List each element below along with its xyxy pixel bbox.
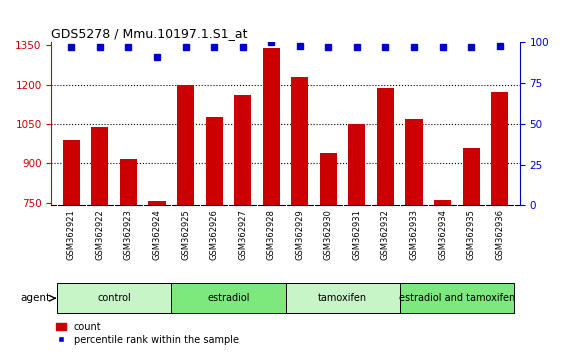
Bar xyxy=(400,283,514,313)
Bar xyxy=(491,92,508,205)
Text: GSM362935: GSM362935 xyxy=(467,209,476,260)
Bar xyxy=(171,283,286,313)
Bar xyxy=(405,119,423,205)
Text: estradiol and tamoxifen: estradiol and tamoxifen xyxy=(399,293,515,303)
Text: GSM362933: GSM362933 xyxy=(409,209,419,260)
Text: GSM362930: GSM362930 xyxy=(324,209,333,260)
Text: GSM362925: GSM362925 xyxy=(181,209,190,260)
Text: estradiol: estradiol xyxy=(207,293,250,303)
Text: GSM362931: GSM362931 xyxy=(352,209,361,260)
Bar xyxy=(206,117,223,205)
Text: GSM362928: GSM362928 xyxy=(267,209,276,260)
Text: GSM362932: GSM362932 xyxy=(381,209,390,260)
Bar xyxy=(148,201,166,205)
Bar xyxy=(377,88,394,205)
Text: GSM362921: GSM362921 xyxy=(67,209,76,260)
Bar xyxy=(120,159,137,205)
Text: GDS5278 / Mmu.10197.1.S1_at: GDS5278 / Mmu.10197.1.S1_at xyxy=(51,27,248,40)
Bar xyxy=(434,200,451,205)
Bar xyxy=(57,283,171,313)
Bar xyxy=(348,124,365,205)
Text: GSM362927: GSM362927 xyxy=(238,209,247,260)
Bar xyxy=(263,48,280,205)
Bar xyxy=(234,95,251,205)
Text: GSM362934: GSM362934 xyxy=(438,209,447,260)
Text: GSM362922: GSM362922 xyxy=(95,209,104,260)
Text: tamoxifen: tamoxifen xyxy=(318,293,367,303)
Bar xyxy=(286,283,400,313)
Text: GSM362936: GSM362936 xyxy=(495,209,504,260)
Text: control: control xyxy=(97,293,131,303)
Bar xyxy=(463,148,480,205)
Text: GSM362923: GSM362923 xyxy=(124,209,133,260)
Bar xyxy=(291,76,308,205)
Text: agent: agent xyxy=(21,293,51,303)
Bar xyxy=(63,140,80,205)
Text: GSM362926: GSM362926 xyxy=(210,209,219,260)
Bar xyxy=(91,126,108,205)
Bar xyxy=(177,85,194,205)
Text: GSM362924: GSM362924 xyxy=(152,209,162,260)
Text: GSM362929: GSM362929 xyxy=(295,209,304,260)
Legend: count, percentile rank within the sample: count, percentile rank within the sample xyxy=(57,322,239,344)
Bar xyxy=(320,153,337,205)
